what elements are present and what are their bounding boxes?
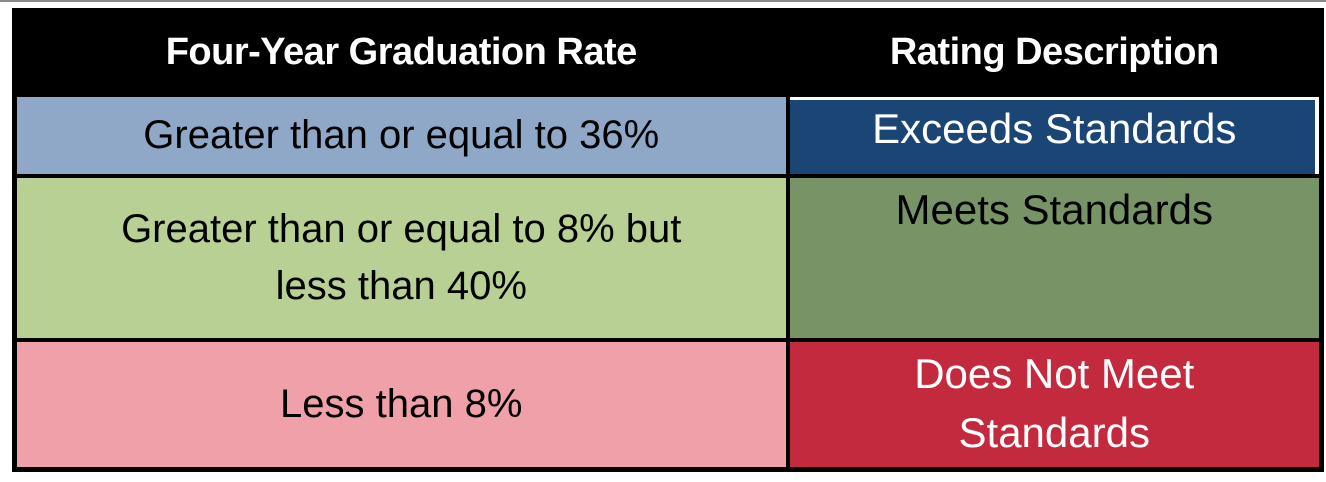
rate-cell-does-not-meet: Less than 8%	[12, 337, 790, 472]
rate-cell-meets: Greater than or equal to 8% but less tha…	[12, 173, 790, 342]
column-header-rating-description: Rating Description	[785, 8, 1324, 97]
rating-cell-exceeds: Exceeds Standards	[785, 92, 1324, 178]
rate-cell-exceeds: Greater than or equal to 36%	[12, 92, 790, 178]
table-header-row: Four-Year Graduation Rate Rating Descrip…	[12, 8, 1324, 97]
rating-cell-does-not-meet: Does Not Meet Standards	[785, 337, 1324, 472]
table-row-meets-standards: Greater than or equal to 8% but less tha…	[12, 173, 1324, 342]
top-hairline-divider	[0, 0, 1326, 2]
column-header-graduation-rate: Four-Year Graduation Rate	[12, 8, 790, 97]
table-row-does-not-meet-standards: Less than 8% Does Not Meet Standards	[12, 337, 1324, 472]
rating-cell-meets: Meets Standards	[785, 173, 1324, 342]
table-row-exceeds-standards: Greater than or equal to 36% Exceeds Sta…	[12, 92, 1324, 178]
graduation-rate-rating-table: Four-Year Graduation Rate Rating Descrip…	[12, 8, 1324, 472]
